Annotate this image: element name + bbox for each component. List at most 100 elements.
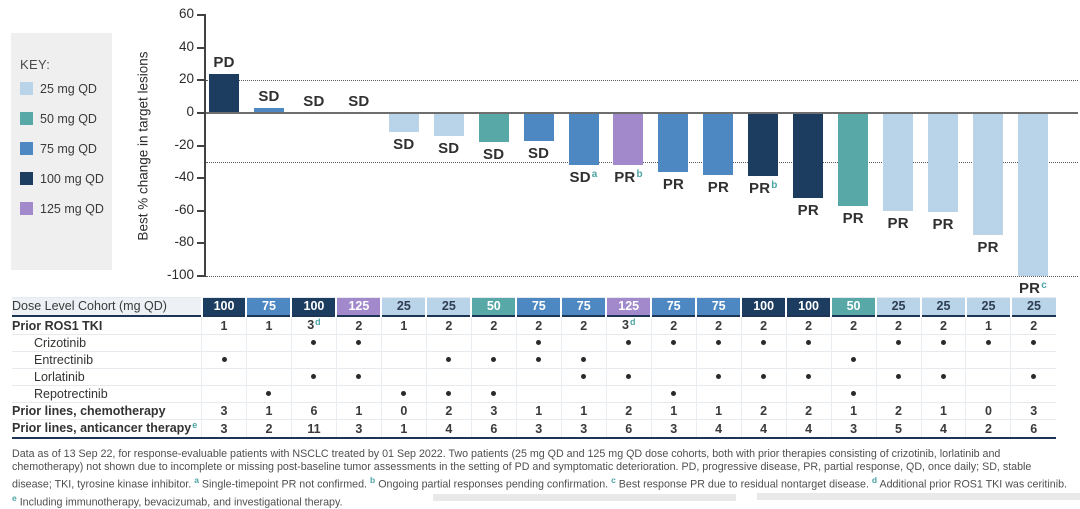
dot-marker [491,357,497,363]
dot-marker [221,357,227,363]
waterfall-bar [793,113,824,198]
dot-marker [581,357,587,363]
table-cell: 3 [470,402,517,420]
y-axis-tick-label: -80 [174,234,194,250]
response-label: PRb [749,180,778,198]
dot-marker [985,340,991,346]
footnote-marker: e [192,420,198,430]
table-cell: 1 [245,402,292,420]
table-cell: 1 [920,402,966,420]
table-cell [740,334,787,352]
table-cell [560,334,607,352]
table-cell: 1 [245,316,292,335]
y-axis-tick-label: 20 [178,71,194,87]
y-axis-tick [197,177,204,180]
dot-marker [536,357,542,363]
table-cell: 6 [605,419,652,438]
table-cell [740,368,787,386]
dot-marker [896,374,902,380]
dose-cell: 50 [470,297,517,316]
dot-marker [536,340,542,346]
table-row: Entrectinib [12,351,1056,369]
table-cell [605,334,652,352]
table-cell [1010,351,1056,369]
table-cell: 1 [380,419,427,438]
table-cell: 4 [740,419,787,438]
table-cell [875,385,922,403]
legend-item: 25 mg QD [20,81,104,96]
table-cell [785,334,832,352]
y-axis-tick-label: -40 [174,169,194,185]
footnote-marker: a [591,169,598,181]
dot-marker [356,374,362,380]
dose-cell: 125 [335,297,382,316]
dose-cell: 75 [560,297,607,316]
y-axis [204,14,206,277]
table-cell: 2 [425,402,472,420]
legend-item: 100 mg QD [20,172,104,186]
waterfall-bar [523,113,554,141]
dot-marker [401,391,407,397]
table-cell [425,351,472,369]
legend-swatch [20,82,33,95]
response-label: SD [393,136,415,154]
dose-cell: 75 [245,297,292,316]
dot-marker [761,374,767,380]
waterfall-bar [928,113,959,213]
waterfall-bar [973,113,1004,236]
footnote-marker: d [315,317,321,327]
table-cell [515,351,562,369]
y-axis-tick-label: 40 [178,38,194,54]
dose-level-cohort-label: Dose Level Cohort (mg QD) [12,297,202,316]
dot-marker [671,391,677,397]
legend-item-label: 25 mg QD [40,81,97,96]
table-cell: 6 [1010,419,1056,438]
footnote-marker: d [629,317,636,327]
y-axis-tick-label: 60 [178,6,194,21]
response-label: PRb [614,169,643,187]
table-cell [875,334,922,352]
table-cell: 2 [740,402,787,420]
table-cell: 1 [560,402,607,420]
footnote-marker: c [611,474,616,485]
waterfall-bar [703,113,734,175]
table-cell: 2 [695,316,742,335]
table-cell [650,385,697,403]
dose-cell: 75 [515,297,562,316]
y-axis-tick-label: -100 [166,267,194,282]
table-row: Repotrectinib [12,385,1056,403]
table-cell [245,385,292,403]
row-label: Prior lines, chemotherapy [12,404,166,418]
legend-panel: KEY: 25 mg QD 50 mg QD 75 mg QD 100 mg QD 12… [11,33,112,270]
legend-swatch [20,202,33,215]
y-axis-tick [197,242,204,245]
cohort-table: Dose Level Cohort (mg QD) 100 75 100 125 25 25… [12,297,1056,439]
reference-line [206,276,1078,277]
table-cell [470,385,517,403]
table-cell: 5 [875,419,922,438]
table-cell [965,351,1011,369]
table-cell [201,334,247,352]
table-row: Prior ROS1 TKI 1 1 3d 2 1 2 2 2 2 3d 2 2 2 2 2 2 2 1 2 [12,316,1056,335]
row-label: Repotrectinib [34,387,108,401]
response-label: SD [527,144,550,162]
waterfall-bar [613,113,644,166]
legend-item-label: 75 mg QD [40,141,97,156]
table-cell: 2 [830,316,877,335]
table-cell [290,385,337,403]
table-row: Dose Level Cohort (mg QD) 100 75 100 125 25 25… [12,297,1056,316]
table-cell [515,368,562,386]
legend-item: 125 mg QD [20,202,104,216]
y-axis-tick [197,144,204,147]
footnote-marker: b [771,180,778,192]
table-cell: 3 [830,419,877,438]
table-cell: 2 [875,316,922,335]
table-cell [290,334,337,352]
table-cell [380,351,427,369]
dot-marker [716,340,722,346]
table-cell [785,351,832,369]
table-cell [1010,334,1056,352]
table-cell: 2 [875,402,922,420]
table-cell: 2 [785,402,832,420]
